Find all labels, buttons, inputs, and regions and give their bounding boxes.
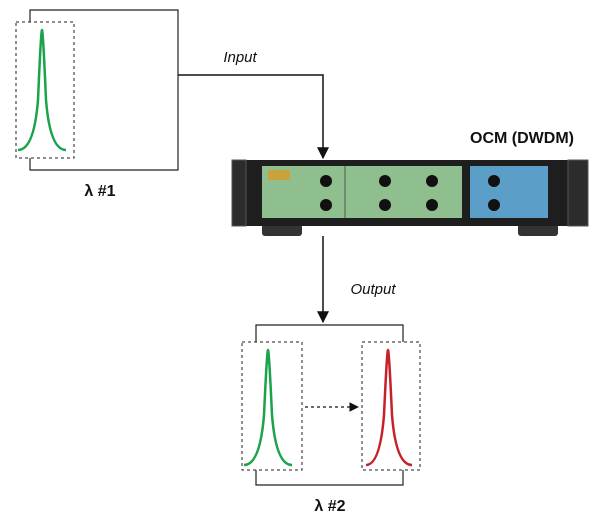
ocm-device [231, 159, 589, 236]
input-arrow [178, 74, 329, 160]
red-peak [365, 348, 413, 467]
green-peak [243, 348, 293, 467]
input-label: Input [223, 49, 257, 66]
output-bracket-bottom [255, 470, 404, 486]
lambda1-label: λ #1 [84, 183, 115, 200]
input-bracket [29, 9, 179, 171]
device-label: OCM (DWDM) [470, 130, 574, 147]
output-bracket-top [255, 324, 404, 342]
output-label: Output [350, 281, 396, 298]
green-peak [17, 28, 67, 152]
lambda2-label: λ #2 [314, 498, 345, 515]
